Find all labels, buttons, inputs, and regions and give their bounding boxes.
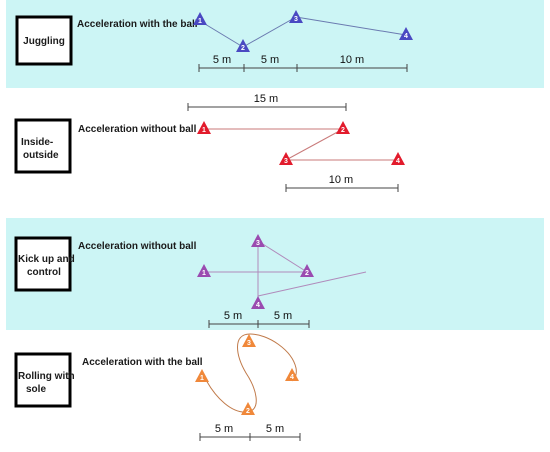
cone-2: 2 <box>300 264 314 277</box>
cone-number: 1 <box>198 18 202 25</box>
cone-number: 3 <box>256 240 260 247</box>
cone-2: 2 <box>336 121 350 134</box>
drill-rolling-with-sole: Rolling with sole Acceleration with the … <box>14 333 301 441</box>
cone-1: 1 <box>195 369 209 382</box>
cone-4: 4 <box>391 152 405 165</box>
cone-icon <box>197 121 211 134</box>
cone-number: 1 <box>202 270 206 277</box>
cone-4: 4 <box>399 27 413 40</box>
cone-3: 3 <box>251 234 265 247</box>
cone-icon <box>391 152 405 165</box>
cone-icon <box>300 264 314 277</box>
distance-label: 5 m <box>274 310 292 322</box>
distance-scale-top <box>187 103 347 111</box>
drill-description: Acceleration without ball <box>78 241 197 252</box>
distance-label: 5 m <box>215 423 233 435</box>
band-kick-up <box>6 218 544 330</box>
distance-scale <box>208 320 310 328</box>
cone-4: 4 <box>251 296 265 309</box>
cone-icon <box>241 402 255 415</box>
cone-icon <box>336 121 350 134</box>
cone-icon <box>289 10 303 23</box>
cone-number: 4 <box>256 302 260 309</box>
cone-icon <box>251 296 265 309</box>
cone-4: 4 <box>285 368 299 381</box>
cone-3: 3 <box>289 10 303 23</box>
cone-number: 1 <box>200 375 204 382</box>
cone-1: 1 <box>197 264 211 277</box>
distance-label: 10 m <box>329 174 353 186</box>
cone-number: 2 <box>241 45 245 52</box>
cone-number: 2 <box>305 270 309 277</box>
drill-name: Juggling <box>23 36 65 47</box>
drill-description: Acceleration with the ball <box>77 19 198 30</box>
drill-description: Acceleration with the ball <box>82 357 203 368</box>
cone-icon <box>236 39 250 52</box>
cone-number: 3 <box>294 16 298 23</box>
cone-number: 3 <box>284 158 288 165</box>
cone-1: 1 <box>197 121 211 134</box>
distance-scale-bottom <box>285 184 399 192</box>
drill-name-line: control <box>27 267 61 278</box>
distance-label: 5 m <box>266 423 284 435</box>
distance-label: 5 m <box>213 54 231 66</box>
drill-name-box <box>14 236 72 292</box>
drill-name-line: Inside- <box>21 137 53 148</box>
distance-scale <box>199 433 301 441</box>
path-lines <box>204 128 398 161</box>
cone-number: 4 <box>396 158 400 165</box>
cone-icon <box>279 152 293 165</box>
cone-icon <box>399 27 413 40</box>
path-lines <box>204 240 367 304</box>
cone-icon <box>242 334 256 347</box>
cone-number: 3 <box>247 340 251 347</box>
distance-label: 10 m <box>340 54 364 66</box>
drill-name-box <box>14 118 72 174</box>
cone-3: 3 <box>242 334 256 347</box>
distance-label: 15 m <box>254 93 278 105</box>
distance-label: 5 m <box>261 54 279 66</box>
drill-name-line: Rolling with <box>18 371 75 382</box>
cone-number: 4 <box>290 374 294 381</box>
path-lines <box>199 16 407 48</box>
cone-1: 1 <box>193 12 207 25</box>
cone-icon <box>285 368 299 381</box>
cone-number: 2 <box>341 127 345 134</box>
cone-icon <box>193 12 207 25</box>
cone-2: 2 <box>241 402 255 415</box>
cone-icon <box>195 369 209 382</box>
cone-2: 2 <box>236 39 250 52</box>
drill-kick-up-control: Kick up and control Acceleration without… <box>14 234 367 328</box>
drill-description: Acceleration without ball <box>78 124 197 135</box>
cone-icon <box>251 234 265 247</box>
drill-juggling: Juggling Acceleration with the ball 1 2 … <box>15 10 413 72</box>
drill-name-box <box>14 352 72 408</box>
cone-icon <box>197 264 211 277</box>
drill-inside-outside: Inside- outside Acceleration without bal… <box>14 93 405 192</box>
drill-name-line: outside <box>23 150 59 161</box>
distance-scale <box>198 64 408 72</box>
drill-name-box <box>15 15 73 66</box>
drill-name-line: Kick up and <box>18 254 75 265</box>
drill-name-line: sole <box>26 384 46 395</box>
cone-number: 2 <box>246 408 250 415</box>
cone-number: 4 <box>404 33 408 40</box>
distance-label: 5 m <box>224 310 242 322</box>
cone-number: 1 <box>202 127 206 134</box>
band-juggling <box>6 0 544 88</box>
cone-3: 3 <box>279 152 293 165</box>
